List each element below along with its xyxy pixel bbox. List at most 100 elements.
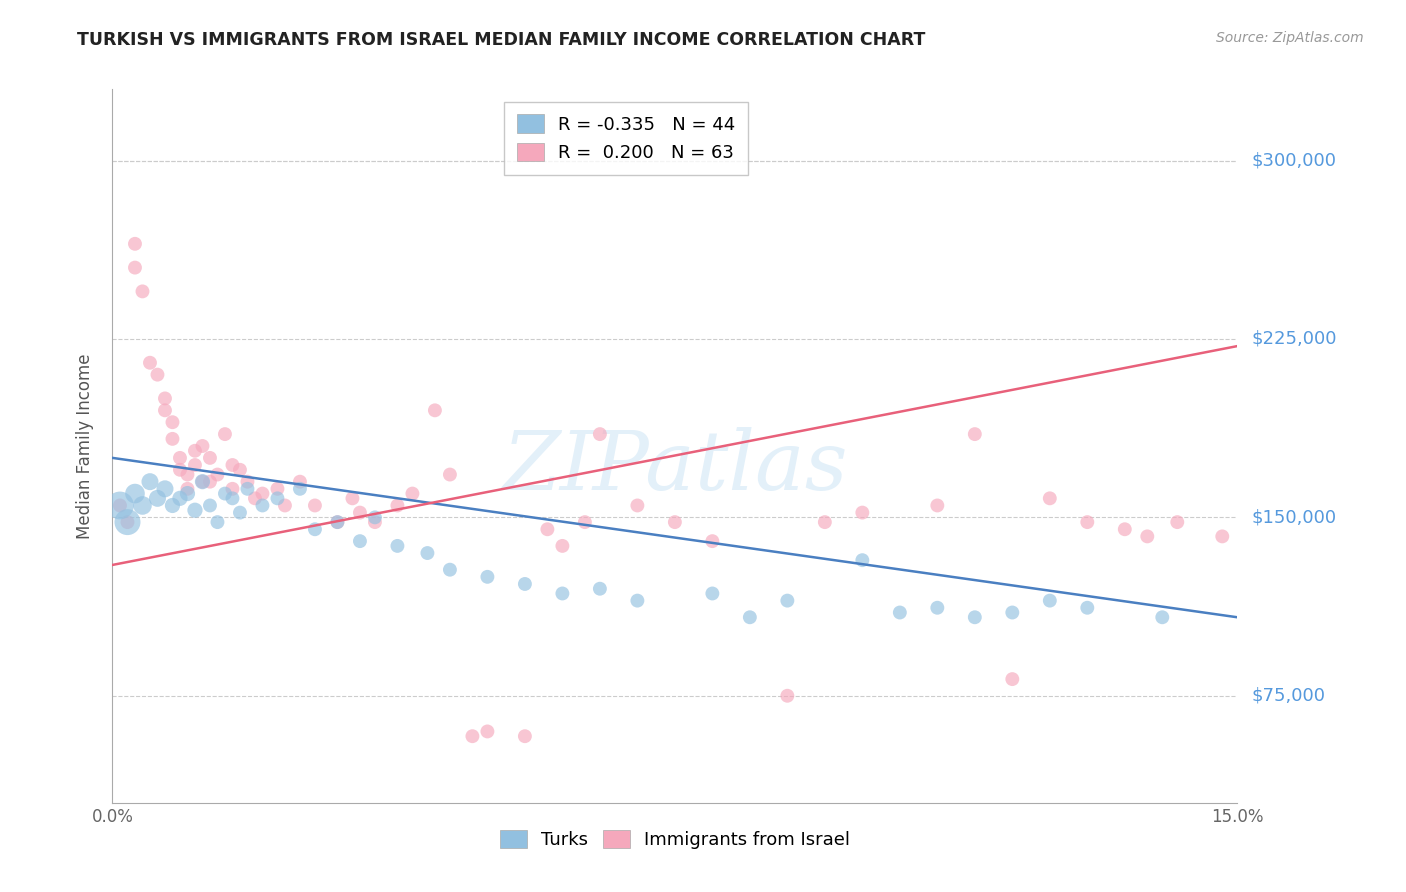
- Point: [117, 515, 139, 529]
- Point: [574, 515, 596, 529]
- Legend: Turks, Immigrants from Israel: Turks, Immigrants from Israel: [491, 821, 859, 858]
- Point: [153, 392, 176, 406]
- Point: [589, 582, 612, 596]
- Point: [304, 522, 326, 536]
- Point: [416, 546, 439, 560]
- Point: [776, 593, 799, 607]
- Point: [266, 482, 288, 496]
- Point: [963, 427, 986, 442]
- Point: [243, 491, 266, 506]
- Point: [207, 467, 229, 482]
- Point: [1152, 610, 1174, 624]
- Point: [236, 482, 259, 496]
- Point: [349, 506, 371, 520]
- Point: [124, 260, 146, 275]
- Point: [927, 600, 949, 615]
- Point: [423, 403, 446, 417]
- Point: [198, 499, 221, 513]
- Point: [364, 515, 387, 529]
- Point: [1076, 515, 1098, 529]
- Point: [1039, 491, 1062, 506]
- Point: [191, 439, 214, 453]
- Point: [274, 499, 297, 513]
- Point: [214, 486, 236, 500]
- Point: [117, 515, 139, 529]
- Point: [439, 563, 461, 577]
- Point: [108, 499, 131, 513]
- Point: [198, 475, 221, 489]
- Point: [551, 586, 574, 600]
- Point: [162, 432, 184, 446]
- Point: [401, 486, 423, 500]
- Point: [851, 506, 873, 520]
- Text: $150,000: $150,000: [1251, 508, 1336, 526]
- Text: TURKISH VS IMMIGRANTS FROM ISRAEL MEDIAN FAMILY INCOME CORRELATION CHART: TURKISH VS IMMIGRANTS FROM ISRAEL MEDIAN…: [77, 31, 925, 49]
- Point: [191, 475, 214, 489]
- Point: [963, 610, 986, 624]
- Point: [304, 499, 326, 513]
- Point: [124, 486, 146, 500]
- Point: [207, 515, 229, 529]
- Point: [477, 570, 499, 584]
- Point: [131, 499, 153, 513]
- Point: [108, 499, 131, 513]
- Point: [326, 515, 349, 529]
- Point: [139, 475, 162, 489]
- Point: [139, 356, 162, 370]
- Point: [184, 458, 207, 472]
- Point: [1211, 529, 1233, 543]
- Point: [702, 586, 724, 600]
- Point: [146, 368, 169, 382]
- Point: [513, 729, 536, 743]
- Text: $225,000: $225,000: [1251, 330, 1337, 348]
- Point: [184, 503, 207, 517]
- Point: [342, 491, 364, 506]
- Point: [252, 499, 274, 513]
- Point: [1001, 606, 1024, 620]
- Point: [221, 491, 243, 506]
- Point: [169, 463, 191, 477]
- Point: [169, 450, 191, 465]
- Point: [626, 593, 648, 607]
- Point: [326, 515, 349, 529]
- Text: $75,000: $75,000: [1251, 687, 1326, 705]
- Point: [1039, 593, 1062, 607]
- Text: $300,000: $300,000: [1251, 152, 1336, 169]
- Point: [349, 534, 371, 549]
- Point: [589, 427, 612, 442]
- Point: [176, 486, 198, 500]
- Point: [153, 482, 176, 496]
- Point: [124, 236, 146, 251]
- Point: [214, 427, 236, 442]
- Point: [288, 475, 311, 489]
- Point: [169, 491, 191, 506]
- Point: [364, 510, 387, 524]
- Point: [536, 522, 558, 536]
- Point: [889, 606, 911, 620]
- Point: [131, 285, 153, 299]
- Point: [229, 506, 252, 520]
- Point: [814, 515, 837, 529]
- Point: [387, 539, 409, 553]
- Point: [1166, 515, 1188, 529]
- Text: ZIPatlas: ZIPatlas: [502, 427, 848, 508]
- Point: [252, 486, 274, 500]
- Point: [176, 482, 198, 496]
- Point: [1076, 600, 1098, 615]
- Point: [184, 443, 207, 458]
- Point: [162, 415, 184, 429]
- Point: [221, 482, 243, 496]
- Point: [229, 463, 252, 477]
- Point: [221, 458, 243, 472]
- Point: [1001, 672, 1024, 686]
- Point: [927, 499, 949, 513]
- Point: [162, 499, 184, 513]
- Point: [266, 491, 288, 506]
- Point: [776, 689, 799, 703]
- Point: [176, 467, 198, 482]
- Point: [387, 499, 409, 513]
- Point: [477, 724, 499, 739]
- Point: [198, 450, 221, 465]
- Point: [1136, 529, 1159, 543]
- Point: [461, 729, 484, 743]
